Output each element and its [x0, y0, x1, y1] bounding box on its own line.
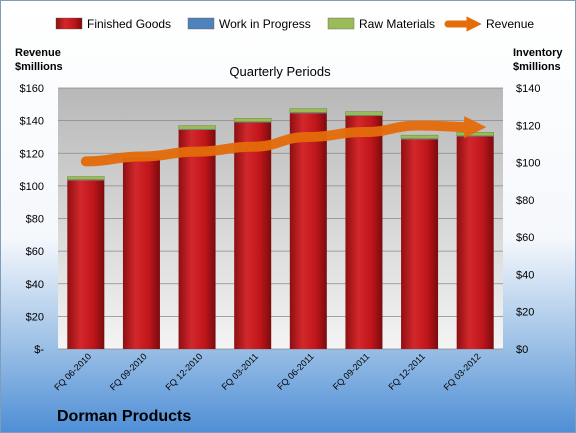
- legend-swatch-work-in-progress: [187, 17, 215, 30]
- legend-label-finished-goods: Finished Goods: [87, 17, 171, 31]
- x-tick-label: FQ 03-2012: [442, 351, 483, 392]
- bar-finished-goods: [345, 115, 383, 349]
- bars: [67, 108, 494, 350]
- bar-finished-goods: [289, 113, 327, 350]
- bar-raw-materials: [233, 118, 272, 122]
- right-tick-label: $100: [516, 158, 540, 170]
- right-tick-label: $20: [516, 307, 534, 319]
- bar-raw-materials: [178, 125, 216, 130]
- right-tick-label: $140: [516, 83, 540, 95]
- right-axis-ticks: $0 $20 $40 $60 $80 $100 $120 $140: [516, 83, 540, 356]
- bar-work-in-progress: [178, 129, 216, 130]
- legend-swatch-raw-materials: [327, 17, 355, 30]
- plot-title: Quarterly Periods: [229, 64, 331, 79]
- legend-swatch-finished-goods: [55, 17, 83, 30]
- bar-work-in-progress: [234, 121, 272, 123]
- bar-work-in-progress: [345, 115, 383, 116]
- right-axis-title-line2: $millions: [513, 61, 561, 73]
- left-tick-label: $100: [20, 181, 44, 193]
- left-tick-label: $40: [26, 279, 44, 291]
- legend: Finished Goods Work in Progress Raw Materi…: [55, 16, 534, 32]
- x-tick-label: FQ 06-2010: [52, 351, 93, 392]
- bar-finished-goods: [456, 136, 494, 349]
- bar-finished-goods: [234, 122, 272, 349]
- x-tick-label: FQ 12-2011: [386, 351, 427, 392]
- left-tick-label: $140: [20, 116, 44, 128]
- left-axis-title-line2: $millions: [15, 61, 63, 73]
- left-tick-label: $20: [26, 311, 44, 323]
- x-tick-label: FQ 03-2011: [220, 351, 261, 392]
- legend-label-work-in-progress: Work in Progress: [219, 17, 311, 31]
- x-axis-ticks: FQ 06-2010 FQ 09-2010 FQ 12-2010 FQ 03-2011…: [52, 351, 482, 392]
- x-tick-label: FQ 09-2011: [331, 351, 372, 392]
- right-tick-label: $40: [516, 269, 534, 281]
- left-tick-label: $160: [20, 83, 44, 95]
- right-tick-label: $0: [516, 344, 528, 356]
- revenue-line-path: [80, 116, 487, 167]
- left-tick-label: $80: [26, 214, 44, 226]
- bar-finished-goods: [122, 157, 160, 349]
- right-axis-title-line1: Inventory: [513, 47, 563, 59]
- revenue-line: [80, 116, 487, 167]
- left-tick-label: $120: [20, 148, 44, 160]
- bar-raw-materials: [67, 176, 105, 180]
- bar-raw-materials: [289, 108, 328, 113]
- bar-finished-goods: [67, 180, 105, 349]
- bar-finished-goods: [178, 129, 216, 349]
- left-tick-label: $60: [26, 246, 44, 258]
- x-tick-label: FQ 09-2010: [108, 351, 149, 392]
- right-tick-label: $80: [516, 195, 534, 207]
- right-tick-label: $60: [516, 232, 534, 244]
- legend-label-raw-materials: Raw Materials: [359, 17, 435, 31]
- bar-finished-goods: [401, 139, 439, 349]
- left-tick-label: $-: [34, 344, 44, 356]
- bar-raw-materials: [456, 132, 494, 136]
- legend-label-revenue: Revenue: [486, 17, 534, 31]
- x-tick-label: FQ 06-2011: [275, 351, 316, 392]
- x-tick-label: FQ 12-2010: [163, 351, 204, 392]
- bar-raw-materials: [400, 134, 439, 139]
- bar-work-in-progress: [289, 112, 327, 114]
- bar-work-in-progress: [401, 138, 439, 140]
- bar-raw-materials: [345, 111, 383, 116]
- right-tick-label: $120: [516, 120, 540, 132]
- bar-work-in-progress: [67, 179, 105, 181]
- company-name: Dorman Products: [57, 408, 191, 425]
- left-axis-title-line1: Revenue: [15, 47, 61, 59]
- left-axis-ticks: $- $20 $40 $60 $80 $100 $120 $140 $160: [20, 83, 45, 356]
